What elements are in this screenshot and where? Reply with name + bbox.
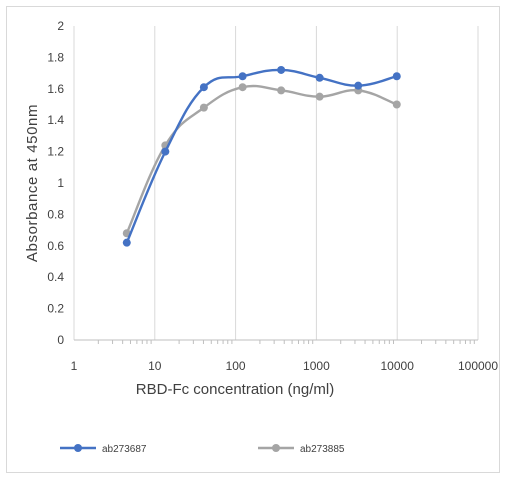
- series-line-ab273885: [125, 84, 398, 234]
- data-point-ab273885: [315, 92, 324, 101]
- y-tick-label: 0.2: [47, 302, 64, 316]
- data-point-ab273687: [122, 238, 131, 247]
- series-line-ab273687: [125, 68, 398, 244]
- y-tick-label: 1: [57, 176, 64, 190]
- x-tick-label: 100: [226, 359, 246, 373]
- y-tick-label: 2: [57, 19, 64, 33]
- y-tick-label: 1.8: [47, 50, 64, 64]
- legend-swatch-marker: [272, 444, 280, 452]
- y-tick-label: 1.4: [47, 113, 64, 127]
- y-axis-title: Absorbance at 450nm: [24, 104, 41, 262]
- data-point-ab273885: [277, 86, 286, 95]
- y-tick-label: 1.6: [47, 82, 64, 96]
- y-tick-label: 0.4: [47, 270, 64, 284]
- legend-swatch-marker: [74, 444, 82, 452]
- x-axis: [74, 339, 478, 344]
- series-lines: [122, 65, 401, 247]
- data-point-ab273885: [199, 103, 208, 112]
- x-tick-label: 10: [148, 359, 162, 373]
- data-point-ab273687: [238, 72, 247, 81]
- data-point-ab273885: [238, 83, 247, 92]
- y-tick-label: 0.8: [47, 207, 64, 221]
- data-point-ab273885: [392, 100, 401, 109]
- x-tick-label: 10000: [381, 359, 415, 373]
- data-point-ab273687: [354, 81, 363, 90]
- legend: ab273687 ab273885: [60, 444, 345, 455]
- x-tick-label: 1000: [303, 359, 330, 373]
- gridlines: [73, 26, 479, 340]
- x-tick-label: 100000: [458, 359, 498, 373]
- y-axis-tick-labels: 0 0.2 0.4 0.6 0.8 1 1.2 1.4 1.6 1.8 2: [47, 19, 64, 347]
- data-point-ab273687: [161, 147, 170, 156]
- data-point-ab273687: [199, 83, 208, 92]
- data-point-ab273687: [315, 73, 324, 82]
- x-axis-title: RBD-Fc concentration (ng/ml): [136, 381, 334, 398]
- x-tick-label: 1: [71, 359, 78, 373]
- x-axis-tick-labels: 1 10 100 1000 10000 100000: [71, 359, 499, 373]
- data-point-ab273687: [277, 65, 286, 74]
- y-tick-label: 0.6: [47, 239, 64, 253]
- y-tick-label: 1.2: [47, 145, 64, 159]
- legend-label: ab273885: [300, 444, 345, 455]
- chart-frame: [6, 6, 500, 473]
- data-point-ab273687: [392, 72, 401, 81]
- y-tick-label: 0: [57, 333, 64, 347]
- legend-label: ab273687: [102, 444, 147, 455]
